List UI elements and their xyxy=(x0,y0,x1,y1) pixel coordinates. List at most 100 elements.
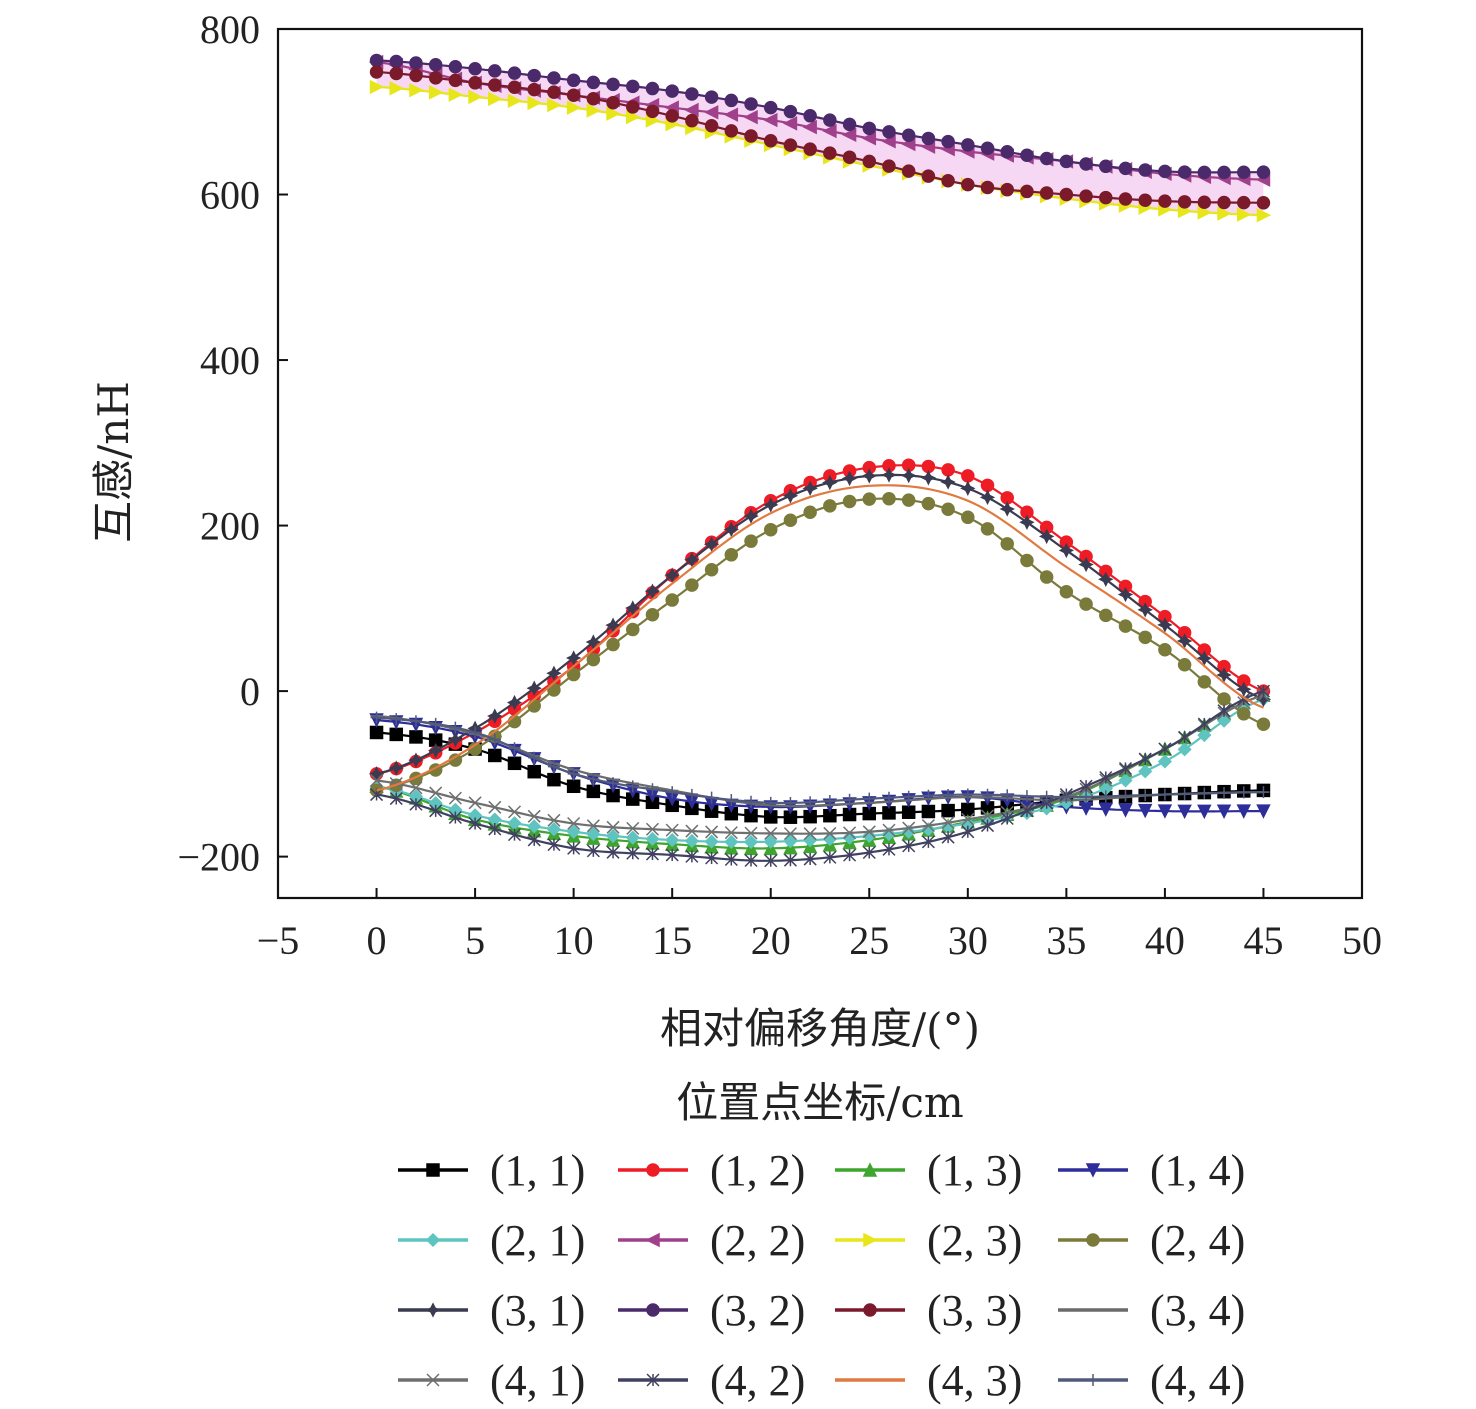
data-point xyxy=(429,717,442,730)
data-point xyxy=(449,721,462,734)
data-point xyxy=(920,470,937,486)
data-point xyxy=(586,819,600,833)
data-point xyxy=(507,93,523,109)
y-tick-label: 800 xyxy=(200,7,260,52)
y-tick-label: 400 xyxy=(200,338,260,383)
data-point xyxy=(763,497,779,513)
data-point xyxy=(1000,811,1014,826)
data-point xyxy=(783,138,798,152)
x-axis-title-secondary: 位置点坐标/cm xyxy=(676,1078,964,1127)
data-point xyxy=(409,82,424,98)
legend-label: (4, 1) xyxy=(490,1356,585,1405)
data-point xyxy=(1176,633,1193,649)
data-point xyxy=(724,852,738,867)
x-tick-label: 30 xyxy=(948,918,988,963)
data-point xyxy=(685,788,698,801)
data-point xyxy=(842,494,857,509)
data-point xyxy=(783,513,798,528)
data-point xyxy=(862,154,877,169)
data-point xyxy=(685,578,699,592)
data-point xyxy=(468,816,482,831)
x-tick-label: 15 xyxy=(652,918,692,963)
data-point xyxy=(1236,165,1251,179)
y-tick-label: 200 xyxy=(200,504,260,549)
data-point xyxy=(586,844,600,858)
data-point xyxy=(744,97,758,111)
data-point xyxy=(941,816,955,830)
data-point xyxy=(566,88,581,102)
data-point xyxy=(901,493,916,507)
data-point xyxy=(763,100,778,115)
series-8 xyxy=(368,467,1272,782)
data-point xyxy=(1217,165,1231,180)
data-point xyxy=(980,809,995,823)
data-point xyxy=(1078,556,1094,573)
series-line xyxy=(376,716,1264,805)
data-point xyxy=(644,583,661,599)
legend-item: (2, 4) xyxy=(1058,1216,1245,1265)
data-point xyxy=(645,847,660,861)
data-point xyxy=(1216,713,1232,728)
data-point xyxy=(547,813,561,827)
data-point xyxy=(567,841,581,855)
data-point xyxy=(526,680,542,696)
data-point xyxy=(1157,804,1173,819)
x-tick-label: 25 xyxy=(849,918,889,963)
legend-item: (1, 4) xyxy=(1058,1146,1245,1195)
data-point xyxy=(585,634,602,650)
legend-swatch-marker xyxy=(426,1163,440,1177)
data-point xyxy=(882,491,896,506)
legend-item: (3, 3) xyxy=(835,1286,1022,1335)
data-point xyxy=(606,77,620,92)
legend-label: (1, 1) xyxy=(490,1146,585,1195)
data-point xyxy=(626,821,640,835)
data-point xyxy=(723,107,739,122)
data-point xyxy=(370,711,383,724)
data-point xyxy=(1001,789,1014,802)
y-tick-label: 600 xyxy=(200,173,260,218)
series-line xyxy=(376,690,1264,862)
series-12 xyxy=(370,688,1270,841)
data-point xyxy=(723,521,739,538)
data-point xyxy=(882,125,896,139)
legend-item: (4, 3) xyxy=(835,1356,1022,1405)
data-point xyxy=(1020,790,1033,803)
data-point xyxy=(724,548,739,562)
series-9 xyxy=(369,53,1271,180)
data-point xyxy=(1000,182,1014,197)
data-point xyxy=(1020,553,1034,568)
data-point xyxy=(645,81,660,96)
data-point xyxy=(1236,707,1251,721)
data-point xyxy=(626,109,641,125)
x-tick-label: 40 xyxy=(1145,918,1185,963)
data-point xyxy=(782,116,798,131)
data-point xyxy=(1197,195,1212,209)
data-point xyxy=(782,488,799,504)
data-point xyxy=(527,809,541,823)
legend-label: (4, 3) xyxy=(927,1356,1022,1405)
data-point xyxy=(369,53,384,68)
x-tick-label: 50 xyxy=(1342,918,1382,963)
data-point xyxy=(803,833,818,848)
x-tick-label: 20 xyxy=(751,918,791,963)
data-point xyxy=(685,113,699,128)
data-point xyxy=(862,121,877,136)
data-point xyxy=(941,134,955,149)
data-point xyxy=(409,715,422,728)
data-point xyxy=(388,760,404,776)
data-point xyxy=(1237,786,1250,799)
data-point xyxy=(1118,192,1133,206)
data-point xyxy=(1177,165,1192,179)
data-point xyxy=(743,109,758,125)
data-point xyxy=(961,825,975,839)
x-tick-label: 45 xyxy=(1243,918,1283,963)
data-point xyxy=(1039,570,1054,584)
data-point xyxy=(724,93,739,108)
data-point xyxy=(665,848,679,862)
data-point xyxy=(527,95,542,111)
data-point xyxy=(606,637,620,652)
data-point xyxy=(902,821,916,835)
data-point xyxy=(448,73,463,88)
data-point xyxy=(1157,754,1172,769)
data-point xyxy=(1177,195,1192,209)
